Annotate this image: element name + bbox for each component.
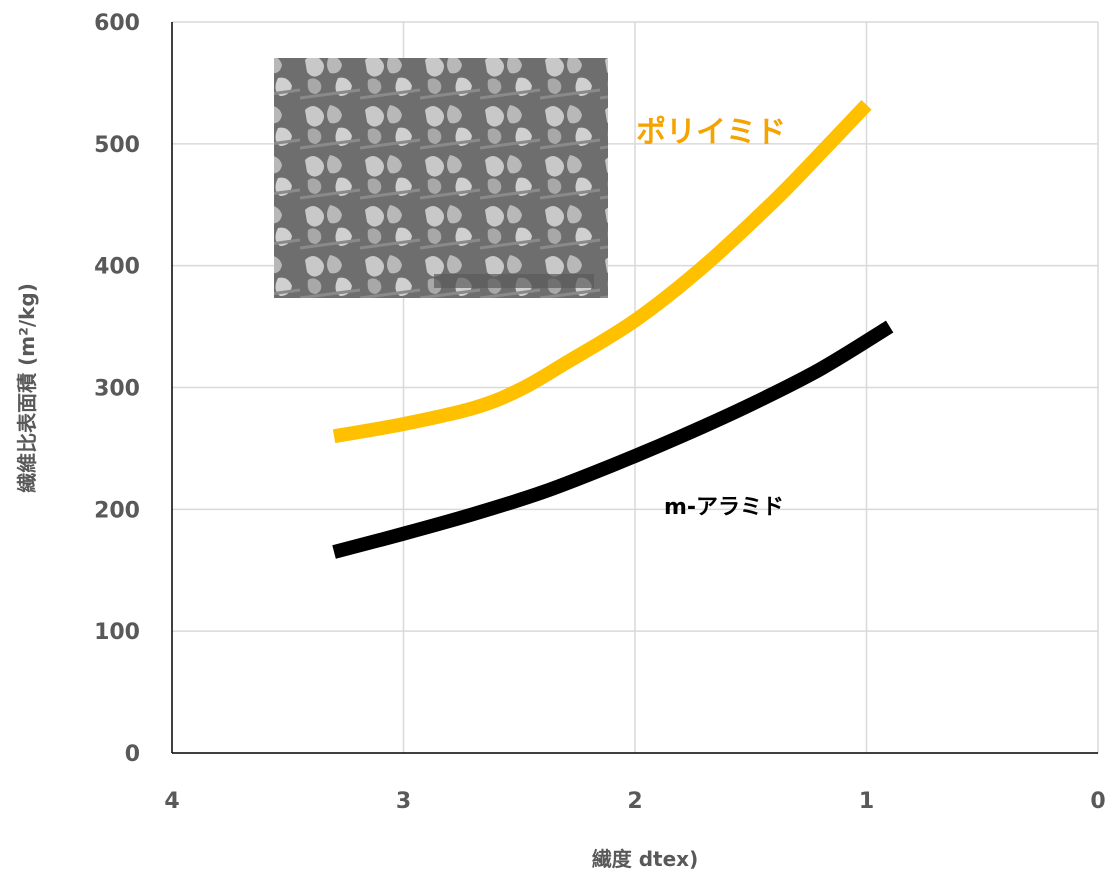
y-tick-label: 600 [94,11,140,36]
y-tick-label: 300 [94,377,140,402]
y-tick-label: 500 [94,133,140,158]
series-line-1 [332,320,894,559]
y-tick-label: 100 [94,620,140,645]
y-tick-label: 200 [94,498,140,523]
series-label-0: ポリイミド [636,115,786,150]
series-lines [332,100,894,559]
x-tick-label: 4 [164,789,179,814]
series-line-0 [332,100,872,444]
y-tick-label: 0 [125,742,140,767]
y-tick-labels: 0 100 200 300 400 500 600 [94,11,140,767]
y-tick-label: 400 [94,255,140,280]
x-tick-labels: 4 3 2 1 0 [164,789,1105,814]
series-labels: ポリイミド m-アラミド [636,115,786,520]
x-tick-label: 0 [1090,789,1105,814]
sem-caption-strip [434,274,594,288]
x-tick-label: 3 [396,789,411,814]
sem-micrograph [274,58,608,298]
y-axis-title: 繊維比表面積 (m²/kg) [15,283,39,494]
series-label-1: m-アラミド [664,495,784,520]
sem-micrograph-icon [274,58,608,298]
x-tick-label: 1 [859,789,874,814]
x-axis-title: 繊度 dtex) [591,847,698,871]
axes [171,22,1098,754]
x-tick-label: 2 [627,789,642,814]
